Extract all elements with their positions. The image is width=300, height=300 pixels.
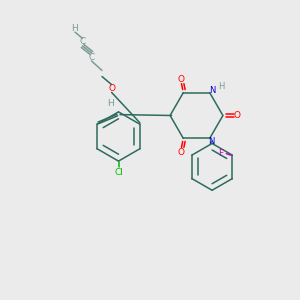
Text: H: H bbox=[107, 99, 114, 108]
Text: O: O bbox=[177, 148, 184, 157]
Text: O: O bbox=[108, 84, 115, 93]
Text: C: C bbox=[88, 52, 94, 62]
Text: Cl: Cl bbox=[114, 168, 123, 177]
Text: O: O bbox=[177, 75, 184, 84]
Text: N: N bbox=[208, 137, 214, 146]
Text: F: F bbox=[218, 149, 224, 158]
Text: C: C bbox=[80, 38, 85, 46]
Text: H: H bbox=[218, 82, 224, 91]
Text: H: H bbox=[72, 24, 78, 33]
Text: N: N bbox=[209, 86, 215, 95]
Text: O: O bbox=[234, 111, 241, 120]
